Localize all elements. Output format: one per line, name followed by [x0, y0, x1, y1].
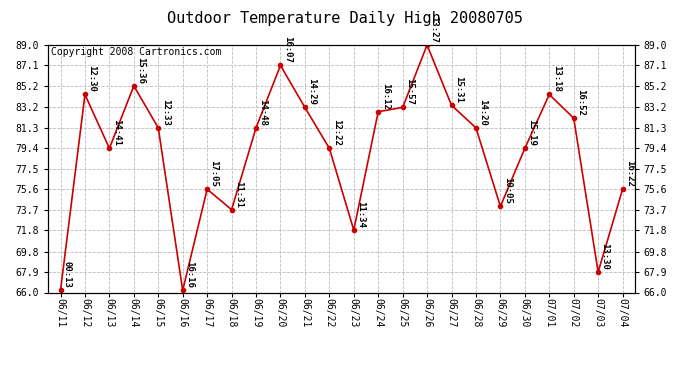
Text: 15:36: 15:36	[137, 57, 146, 84]
Text: 15:19: 15:19	[527, 119, 536, 146]
Text: 00:13: 00:13	[63, 261, 72, 288]
Text: 14:20: 14:20	[478, 99, 487, 126]
Text: 16:07: 16:07	[283, 36, 292, 63]
Text: 16:16: 16:16	[185, 261, 194, 288]
Text: 16:12: 16:12	[381, 83, 390, 110]
Text: 14:29: 14:29	[307, 78, 316, 105]
Text: 13:30: 13:30	[600, 243, 609, 270]
Text: Outdoor Temperature Daily High 20080705: Outdoor Temperature Daily High 20080705	[167, 11, 523, 26]
Text: 16:52: 16:52	[576, 89, 585, 116]
Text: 12:33: 12:33	[161, 99, 170, 126]
Text: 15:31: 15:31	[454, 76, 463, 103]
Text: 10:05: 10:05	[503, 177, 512, 204]
Text: 14:41: 14:41	[112, 119, 121, 146]
Text: 13:18: 13:18	[552, 66, 561, 92]
Text: 13:27: 13:27	[429, 16, 439, 43]
Text: 17:05: 17:05	[210, 160, 219, 187]
Text: 12:30: 12:30	[88, 66, 97, 92]
Text: 12:22: 12:22	[332, 119, 341, 146]
Text: 11:34: 11:34	[356, 201, 365, 228]
Text: 16:22: 16:22	[625, 160, 634, 187]
Text: 11:31: 11:31	[234, 181, 243, 207]
Text: 15:57: 15:57	[405, 78, 414, 105]
Text: Copyright 2008 Cartronics.com: Copyright 2008 Cartronics.com	[51, 48, 221, 57]
Text: 14:48: 14:48	[259, 99, 268, 126]
